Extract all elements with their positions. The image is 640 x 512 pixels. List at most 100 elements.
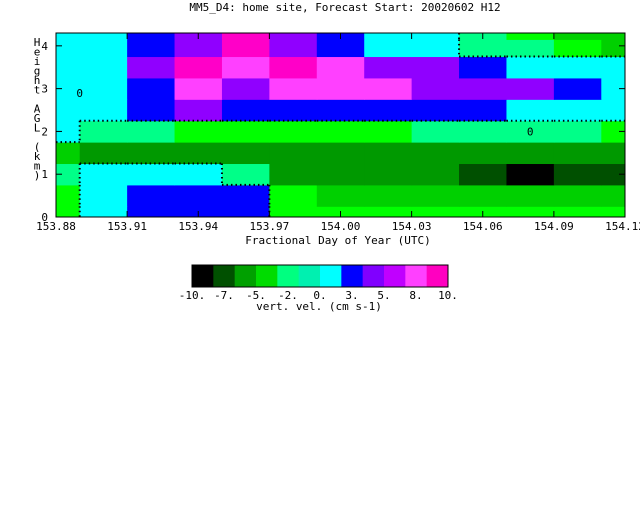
heatmap-cell xyxy=(553,39,602,58)
chart-title: MM5_D4: home site, Forecast Start: 20020… xyxy=(189,1,500,14)
colorbar-swatch xyxy=(362,265,385,287)
y-axis: 0 1 2 3 4 xyxy=(41,40,625,224)
heatmap-cell xyxy=(221,120,270,143)
heatmap-cell xyxy=(459,142,507,165)
heatmap-cell xyxy=(174,99,223,122)
heatmap-cell xyxy=(411,184,460,207)
heatmap-cell xyxy=(364,163,413,186)
heatmap-cell xyxy=(506,163,555,186)
heatmap-cell xyxy=(79,120,128,143)
heatmap-cell xyxy=(56,120,81,143)
heatmap-cell xyxy=(316,56,365,79)
heatmap-cell xyxy=(79,33,128,40)
heatmap-cell xyxy=(364,33,413,40)
heatmap-cell xyxy=(411,120,460,143)
heatmap-cell xyxy=(411,142,460,165)
heatmap-cell xyxy=(364,142,413,165)
colorbar-swatch xyxy=(320,265,342,287)
heatmap-cell xyxy=(364,99,413,122)
heatmap-cell xyxy=(506,56,555,79)
y-tick-label: 2 xyxy=(41,125,48,138)
x-tick-label: 153.97 xyxy=(250,220,290,233)
heatmap-cell xyxy=(221,99,270,122)
y-tick-label: 4 xyxy=(41,40,48,53)
heatmap-cell xyxy=(601,184,626,207)
heatmap-cell xyxy=(601,206,626,218)
colorbar-swatch xyxy=(426,265,449,287)
y-label-char: t xyxy=(34,84,41,97)
y-label-char: g xyxy=(34,65,41,78)
heatmap-cell xyxy=(411,56,460,79)
heatmap-cell xyxy=(506,99,555,122)
heatmap-cell xyxy=(601,163,626,186)
heatmap-cells xyxy=(56,33,626,218)
heatmap-cell xyxy=(79,163,128,186)
colorbar-swatch xyxy=(192,265,214,287)
heatmap-cell xyxy=(506,142,555,165)
heatmap-cell xyxy=(411,99,460,122)
heatmap-cell xyxy=(221,56,270,79)
heatmap-cell xyxy=(269,120,318,143)
x-tick-label: 154.00 xyxy=(321,220,361,233)
heatmap-cell xyxy=(601,39,626,58)
heatmap-cell xyxy=(364,56,413,79)
heatmap-cell xyxy=(316,142,365,165)
heatmap-cell xyxy=(316,39,365,58)
heatmap-cell xyxy=(553,120,602,143)
heatmap-cell xyxy=(269,77,318,100)
heatmap-cell xyxy=(221,39,270,58)
heatmap-cell xyxy=(364,39,413,58)
heatmap-cell xyxy=(553,33,602,40)
heatmap-cell xyxy=(459,163,507,186)
heatmap-cell xyxy=(316,163,365,186)
colorbar-frame xyxy=(191,264,449,288)
x-axis: 153.88 153.91 153.94 153.97 154.00 154.03 154.… xyxy=(36,33,640,233)
heatmap-cell xyxy=(56,39,81,58)
heatmap-cell xyxy=(221,33,270,40)
colorbar-swatch xyxy=(256,265,278,287)
heatmap-cell xyxy=(174,120,223,143)
colorbar-tick-label: 5. xyxy=(377,289,390,302)
heatmap-cell xyxy=(601,56,626,79)
y-label-char: m xyxy=(34,160,41,173)
heatmap-cell xyxy=(127,163,176,186)
heatmap-cell xyxy=(269,39,318,58)
heatmap-cell xyxy=(459,77,507,100)
heatmap-cell xyxy=(364,120,413,143)
heatmap-cell xyxy=(459,56,507,79)
y-label-char: L xyxy=(34,122,41,135)
heatmap-cell xyxy=(269,33,318,40)
y-label-char: i xyxy=(34,55,41,68)
heatmap-cell xyxy=(127,99,176,122)
heatmap-cell xyxy=(411,39,460,58)
heatmap-cell xyxy=(506,184,555,207)
x-tick-label: 153.91 xyxy=(107,220,147,233)
heatmap-cell xyxy=(411,33,460,40)
heatmap-cell xyxy=(411,77,460,100)
heatmap-cell xyxy=(269,99,318,122)
heatmap-cell xyxy=(79,184,128,207)
y-label-char: ) xyxy=(34,169,41,182)
y-label-char: G xyxy=(34,112,41,125)
heatmap-cell xyxy=(364,184,413,207)
heatmap-cell xyxy=(221,206,270,218)
heatmap-cell xyxy=(127,120,176,143)
colorbar-swatch xyxy=(277,265,300,287)
heatmap-cell xyxy=(221,184,270,207)
heatmap-cell xyxy=(127,39,176,58)
heatmap-cell xyxy=(601,142,626,165)
y-label-char: e xyxy=(34,46,41,59)
heatmap-cell xyxy=(269,184,318,207)
heatmap-cell xyxy=(56,206,81,218)
x-axis-label: Fractional Day of Year (UTC) xyxy=(245,234,430,247)
heatmap-cell xyxy=(174,163,223,186)
colorbar-swatch xyxy=(405,265,428,287)
colorbar-tick-label: 3. xyxy=(345,289,358,302)
colorbar-tick-label: 10. xyxy=(438,289,458,302)
heatmap-cell xyxy=(316,99,365,122)
heatmap-cell xyxy=(56,33,81,40)
heatmap-cell xyxy=(459,184,507,207)
heatmap-cell xyxy=(174,39,223,58)
